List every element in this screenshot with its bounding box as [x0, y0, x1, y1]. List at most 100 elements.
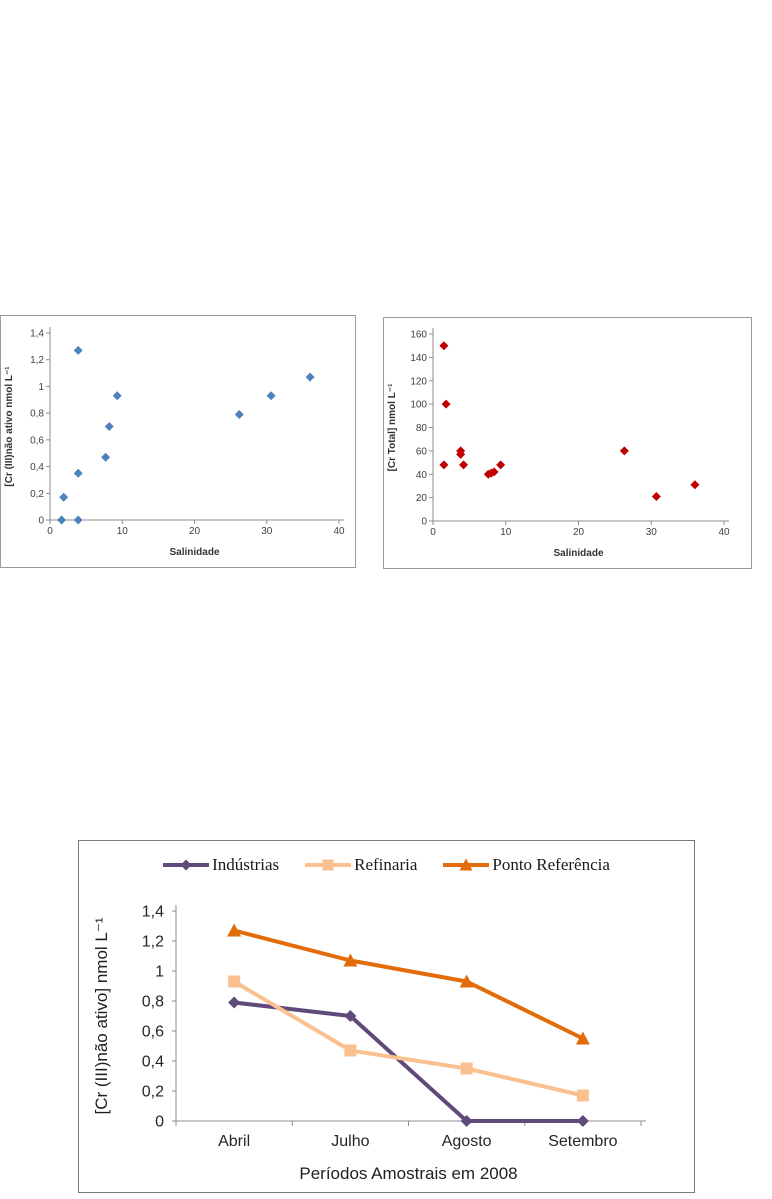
x-axis-title: Salinidade: [553, 548, 603, 559]
series-marker: [344, 1044, 357, 1057]
x-tick-label: 20: [189, 526, 201, 537]
data-point: [690, 480, 700, 490]
data-point: [101, 452, 111, 462]
legend-label: Refinaria: [354, 855, 418, 874]
y-axis-title: [Cr Total] nmol L⁻¹: [387, 383, 398, 472]
y-tick-label: 160: [410, 330, 427, 341]
data-point: [459, 460, 469, 470]
y-tick-label: 20: [416, 493, 428, 504]
y-tick-label: 0,6: [30, 435, 44, 446]
x-category-label: Setembro: [548, 1133, 617, 1150]
data-point: [73, 468, 83, 478]
series-marker: [460, 1115, 473, 1127]
series-marker: [575, 1031, 590, 1045]
series-marker: [576, 1115, 589, 1127]
axis-lines: [49, 327, 344, 521]
legend-square-swatch-icon: [305, 859, 352, 871]
x-category-label: Julho: [331, 1133, 369, 1150]
data-point: [266, 391, 276, 401]
series-marker: [344, 1010, 357, 1022]
x-tick-label: 30: [646, 527, 658, 538]
data-point: [439, 460, 449, 470]
y-tick-label: 1: [155, 964, 164, 981]
x-tick-label: 10: [500, 527, 512, 538]
y-tick-label: 0: [38, 516, 44, 527]
y-axis-title: [Cr (III)não ativo nmol L⁻¹: [4, 366, 15, 487]
y-tick-label: 80: [416, 423, 428, 434]
data-point: [112, 391, 122, 401]
legend-label: Ponto Referência: [492, 855, 610, 874]
y-tick-label: 1,2: [30, 355, 44, 366]
data-point: [651, 491, 661, 501]
crtotal-vs-salinity-chart: 0 20 40 60 80 100 120 140 160 [Cr Total] nmol L⁻¹…: [383, 317, 752, 569]
data-point: [73, 515, 83, 525]
y-tick-label: 0,2: [30, 489, 44, 500]
series-line: [233, 1000, 583, 1123]
data-point: [104, 422, 114, 431]
y-tick-label: 0: [155, 1114, 164, 1131]
series-marker: [576, 1089, 589, 1102]
legend-item: Ponto Referência: [443, 855, 610, 875]
series-marker: [459, 974, 474, 988]
data-point: [234, 409, 244, 419]
legend-label: Indústrias: [212, 855, 280, 874]
axis-lines: [432, 328, 729, 522]
cr3-vs-salinity-plot: 0 0,2 0,4 0,6 0,8 1 1,2 1,4 [Cr (III)não ativo n…: [4, 327, 345, 558]
y-tick-label: 0,4: [142, 1054, 164, 1071]
series-marker: [460, 1062, 473, 1075]
periods-2008-plot: 0 0,2 0,4 0,6 0,8 1 1,2 1,4 [Cr (III)não ativo] …: [92, 904, 646, 1183]
y-tick-label: 60: [416, 446, 428, 457]
y-tick-label: 0,8: [142, 994, 164, 1011]
legend-marker: [322, 859, 334, 871]
series-line: [233, 979, 584, 1098]
x-tick-label: 20: [573, 527, 585, 538]
x-tick-label: 0: [47, 526, 53, 537]
data-point: [439, 341, 449, 351]
y-tick-label: 1,4: [142, 904, 164, 921]
x-axis-title: Salinidade: [169, 547, 219, 558]
y-tick-label: 100: [410, 400, 427, 411]
series-marker: [343, 953, 358, 967]
series-line: [233, 928, 584, 1041]
data-point: [619, 446, 629, 456]
data-point: [57, 515, 67, 525]
y-tick-label: 0,2: [142, 1084, 164, 1101]
y-tick-label: 40: [416, 470, 428, 481]
y-tick-label: 0: [421, 517, 427, 528]
cr3-vs-salinity-chart: 0 0,2 0,4 0,6 0,8 1 1,2 1,4 [Cr (III)não ativo n…: [0, 315, 356, 568]
x-tick-label: 40: [333, 526, 345, 537]
chart-legend: Indústrias Refinaria Ponto Referência: [79, 855, 694, 875]
x-category-label: Abril: [218, 1133, 250, 1150]
legend-triangle-swatch-icon: [443, 858, 490, 871]
series-marker: [228, 975, 241, 988]
x-tick-label: 30: [261, 526, 273, 537]
legend-item: Indústrias: [163, 855, 279, 875]
legend-item: Refinaria: [305, 855, 417, 875]
y-tick-label: 1,2: [142, 934, 164, 951]
data-point: [489, 467, 499, 477]
data-point: [305, 372, 315, 382]
legend-diamond-swatch-icon: [163, 859, 210, 871]
x-tick-label: 0: [430, 527, 436, 538]
y-tick-label: 0,6: [142, 1024, 164, 1041]
y-axis-title: [Cr (III)não ativo] nmol L⁻¹: [92, 917, 111, 1114]
data-point: [73, 345, 83, 355]
y-tick-label: 0,4: [30, 462, 44, 473]
data-point: [496, 460, 506, 470]
y-tick-label: 1: [38, 382, 44, 393]
series-marker: [228, 996, 241, 1009]
x-axis-title: Períodos Amostrais em 2008: [299, 1164, 517, 1183]
legend-marker: [180, 859, 192, 871]
y-tick-label: 120: [410, 376, 427, 387]
legend-marker: [459, 858, 473, 871]
data-point: [59, 492, 69, 502]
y-tick-label: 140: [410, 353, 427, 364]
x-tick-label: 40: [718, 527, 730, 538]
y-tick-label: 0,8: [30, 409, 44, 420]
y-tick-label: 1,4: [30, 329, 44, 340]
data-point: [456, 449, 466, 459]
axis-lines: [175, 905, 646, 1122]
x-tick-label: 10: [117, 526, 129, 537]
